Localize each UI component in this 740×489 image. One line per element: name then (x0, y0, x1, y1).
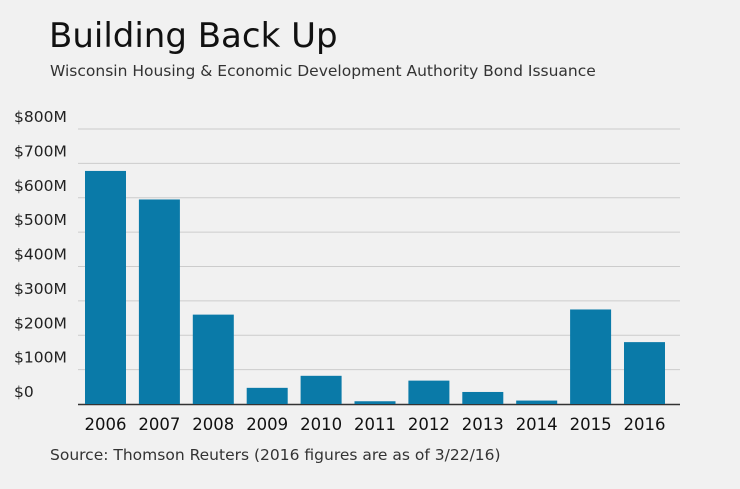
x-tick-label: 2008 (192, 415, 234, 434)
x-tick-label: 2010 (300, 415, 342, 434)
x-tick-label: 2013 (462, 415, 504, 434)
chart-title: Building Back Up (49, 16, 338, 56)
bar-chart: $0 $100M $200M $300M $400M $500M $600M $700M $80… (14, 108, 680, 434)
y-tick-label: $200M (14, 314, 67, 332)
bar-2007 (138, 199, 180, 404)
y-tick-label: $400M (14, 246, 67, 264)
y-tick-label: $100M (14, 349, 67, 367)
x-tick-label: 2007 (138, 415, 180, 434)
bars (85, 170, 665, 404)
x-tick-label: 2015 (570, 415, 612, 434)
y-tick-label: $800M (14, 108, 67, 126)
source-note: Source: Thomson Reuters (2016 figures ar… (50, 446, 501, 464)
y-tick-label: $500M (14, 211, 67, 229)
x-axis-labels: 2006 2007 2008 2009 2010 2011 2012 2013 2014 2015… (85, 415, 666, 434)
x-tick-label: 2009 (246, 415, 288, 434)
x-tick-label: 2006 (85, 415, 127, 434)
bar-2011 (354, 401, 396, 404)
bar-2014 (516, 400, 558, 404)
x-tick-label: 2016 (624, 415, 666, 434)
x-tick-label: 2012 (408, 415, 450, 434)
y-axis-labels: $0 $100M $200M $300M $400M $500M $600M $700M $80… (14, 108, 67, 401)
bar-2008 (192, 314, 234, 404)
chart-subtitle: Wisconsin Housing & Economic Development… (50, 62, 596, 80)
bar-2015 (570, 309, 612, 404)
bar-2013 (462, 391, 504, 404)
bar-2009 (246, 387, 288, 404)
y-tick-label: $600M (14, 177, 67, 195)
x-tick-label: 2014 (516, 415, 558, 434)
y-tick-label: $300M (14, 280, 67, 298)
bar-2012 (408, 380, 450, 404)
bar-2006 (85, 170, 126, 404)
y-tick-label: $700M (14, 142, 67, 160)
bar-2016 (624, 342, 665, 404)
y-tick-label: $0 (14, 383, 34, 401)
x-tick-label: 2011 (354, 415, 396, 434)
bar-2010 (300, 375, 342, 404)
